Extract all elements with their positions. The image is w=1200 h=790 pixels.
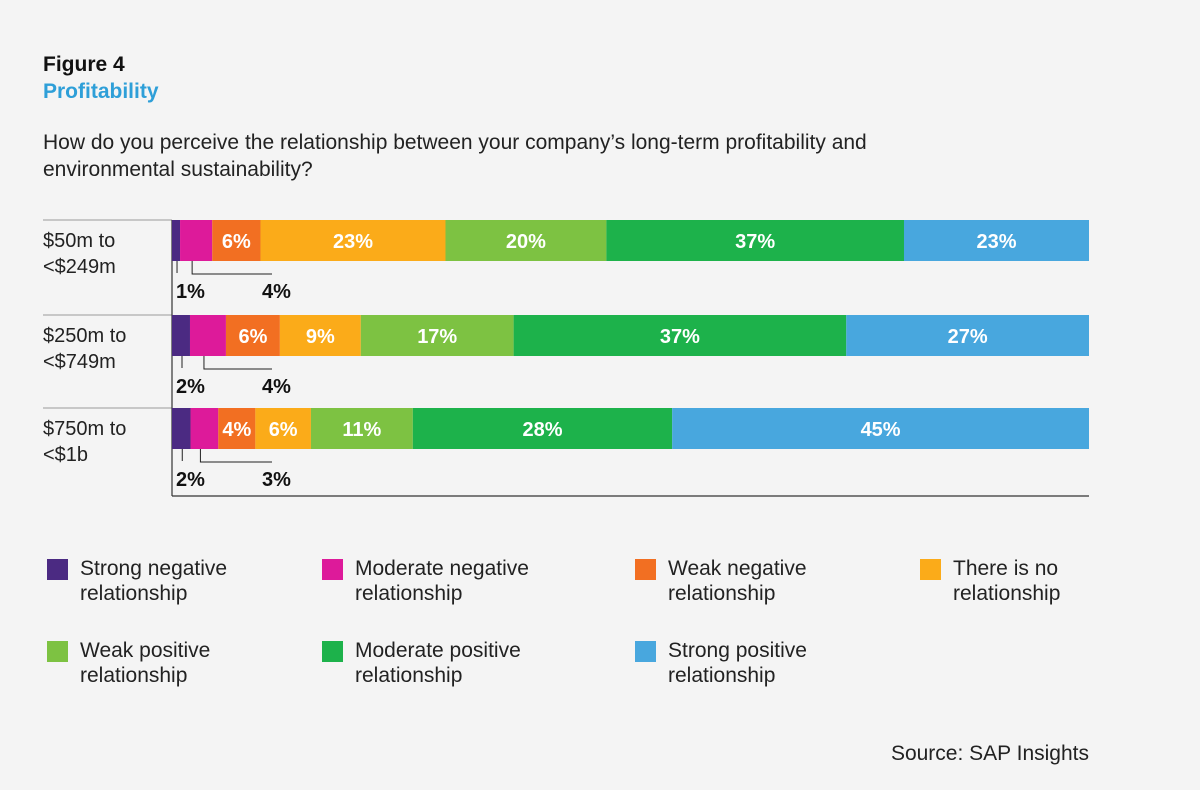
source-note: Source: SAP Insights <box>890 742 1089 765</box>
legend-label: Moderate negative relationship <box>355 557 529 605</box>
legend-item: Weak negative relationship <box>635 556 868 606</box>
legend-label: Moderate positive relationship <box>355 639 521 687</box>
legend-label: Weak negative relationship <box>668 557 807 605</box>
legend-swatch <box>47 641 68 662</box>
legend-item: Moderate negative relationship <box>322 556 555 606</box>
figure-title: Profitability <box>43 80 159 103</box>
legend-item: There is no relationship <box>920 556 1083 606</box>
legend-swatch <box>920 559 941 580</box>
legend-swatch <box>322 559 343 580</box>
question-text: How do you perceive the relationship bet… <box>43 131 867 181</box>
legend-label: Strong positive relationship <box>668 639 807 687</box>
legend-item: Strong positive relationship <box>635 638 868 688</box>
legend-swatch <box>635 641 656 662</box>
legend-label: Strong negative relationship <box>80 557 228 605</box>
legend-item: Weak positive relationship <box>47 638 280 688</box>
legend-swatch <box>322 641 343 662</box>
legend-swatch <box>635 559 656 580</box>
legend-item: Strong negative relationship <box>47 556 280 606</box>
figure-label: Figure 4 <box>43 53 125 76</box>
legend-label: Weak positive relationship <box>80 639 211 687</box>
legend-item: Moderate positive relationship <box>322 638 555 688</box>
legend-label: There is no relationship <box>953 557 1061 605</box>
legend-swatch <box>47 559 68 580</box>
